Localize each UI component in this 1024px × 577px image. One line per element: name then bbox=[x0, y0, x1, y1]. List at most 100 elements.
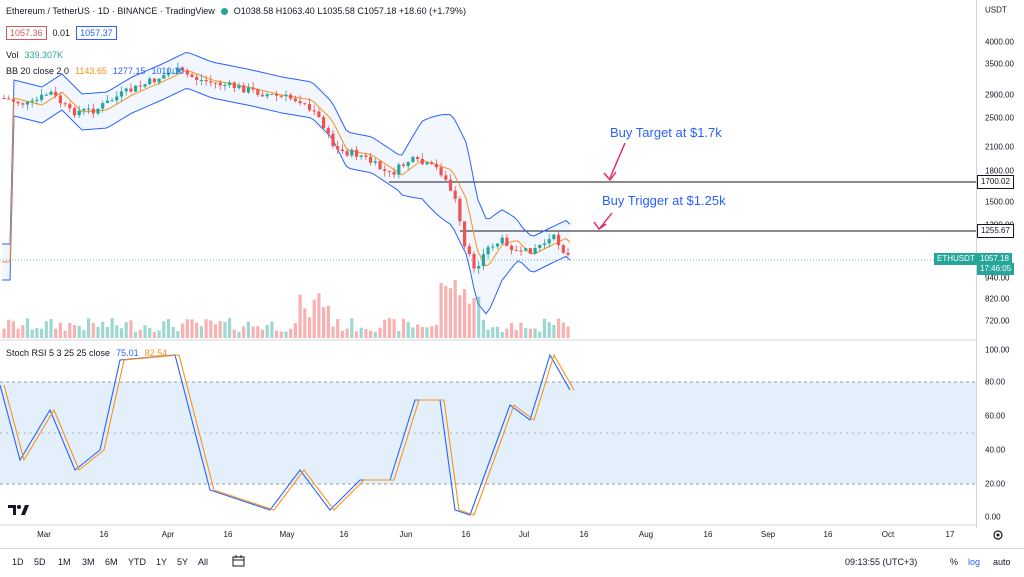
candle bbox=[218, 82, 222, 86]
auto-toggle[interactable]: auto bbox=[993, 557, 1011, 567]
timeframe-all[interactable]: All bbox=[198, 557, 209, 567]
volume-bar bbox=[209, 320, 213, 338]
candle bbox=[209, 81, 213, 83]
candle bbox=[491, 246, 495, 248]
bb-legend[interactable]: BB 20 close 2 0 1143.65 1277.15 1010.16 bbox=[6, 66, 184, 76]
volume-legend[interactable]: Vol 339.307K bbox=[6, 50, 63, 60]
price-label: 2900.00 bbox=[985, 90, 1014, 100]
stoch-legend[interactable]: Stoch RSI 5 3 25 25 close 75.01 82.54 bbox=[6, 348, 167, 358]
price-axis[interactable]: USDT 4000.00 3500.00 2900.00 2500.00 210… bbox=[976, 0, 1024, 528]
volume-bar bbox=[105, 326, 109, 338]
gear-icon[interactable] bbox=[991, 528, 1005, 547]
stoch-label-tick: 100.00 bbox=[985, 345, 1010, 355]
candle bbox=[49, 91, 53, 95]
candle bbox=[557, 234, 561, 246]
volume-bar bbox=[514, 330, 518, 338]
candle bbox=[195, 77, 199, 80]
candle bbox=[411, 157, 415, 163]
volume-bar bbox=[82, 330, 86, 338]
timeframe-6m[interactable]: 6M bbox=[105, 557, 118, 567]
time-label: May bbox=[279, 530, 295, 539]
volume-bar bbox=[7, 319, 11, 338]
timeframe-5d[interactable]: 5D bbox=[34, 557, 46, 567]
timeframe-3m[interactable]: 3M bbox=[82, 557, 95, 567]
candle bbox=[30, 100, 34, 102]
volume-bar bbox=[218, 321, 222, 338]
price-label: 720.00 bbox=[985, 316, 1010, 326]
candle bbox=[322, 117, 326, 129]
volume-bar bbox=[25, 318, 30, 338]
volume-bar bbox=[458, 295, 462, 338]
volume-bar bbox=[326, 305, 330, 338]
volume-bar bbox=[495, 326, 500, 338]
percent-toggle[interactable]: % bbox=[950, 557, 959, 567]
volume-bar bbox=[77, 325, 81, 338]
candle bbox=[448, 179, 453, 191]
candle bbox=[25, 101, 30, 105]
candle bbox=[11, 99, 15, 102]
buy-button[interactable]: 1057.37 bbox=[76, 26, 117, 40]
candle bbox=[298, 101, 302, 104]
candle bbox=[185, 70, 189, 75]
volume-bar bbox=[49, 319, 53, 338]
volume-bar bbox=[453, 280, 457, 338]
sell-button[interactable]: 1057.36 bbox=[6, 26, 47, 40]
volume-bar bbox=[223, 321, 227, 338]
bb-label: BB 20 close 2 0 bbox=[6, 66, 70, 76]
candle bbox=[228, 82, 232, 85]
volume-bar bbox=[307, 317, 312, 338]
volume-bar bbox=[542, 318, 547, 338]
candle bbox=[458, 198, 462, 222]
timeframe-1d[interactable]: 1D bbox=[12, 557, 24, 567]
volume-bar bbox=[312, 299, 316, 338]
candle bbox=[101, 103, 105, 109]
volume-bar bbox=[547, 322, 551, 338]
candle bbox=[528, 248, 532, 254]
calendar-range-icon[interactable] bbox=[232, 554, 246, 570]
timeframe-ytd[interactable]: YTD bbox=[128, 557, 146, 567]
candle bbox=[326, 128, 330, 134]
volume-bar bbox=[340, 330, 344, 338]
volume-bar bbox=[420, 327, 424, 338]
candle bbox=[40, 94, 44, 100]
candle bbox=[561, 245, 565, 253]
volume-bar bbox=[11, 321, 15, 338]
volume-bar bbox=[101, 321, 105, 338]
ohlc-values: O1038.58 H1063.40 L1035.58 C1057.18 +18.… bbox=[233, 6, 466, 16]
tradingview-logo-icon bbox=[8, 505, 29, 515]
time-label: Oct bbox=[881, 530, 895, 539]
buy-target-annotation[interactable]: Buy Target at $1.7k bbox=[610, 125, 722, 140]
candle bbox=[289, 94, 293, 99]
candle bbox=[392, 171, 396, 175]
volume-bar bbox=[176, 331, 180, 338]
volume-bar bbox=[143, 325, 147, 338]
volume-bar bbox=[528, 328, 532, 338]
volume-bar bbox=[185, 319, 189, 338]
candle bbox=[77, 110, 81, 116]
volume-bar bbox=[472, 297, 476, 338]
timeframe-5y[interactable]: 5Y bbox=[177, 557, 189, 567]
volume-bar bbox=[166, 318, 171, 338]
volume-bar bbox=[289, 328, 293, 338]
volume-bar bbox=[336, 319, 340, 338]
log-toggle[interactable]: log bbox=[968, 557, 981, 567]
price-label: 3500.00 bbox=[985, 59, 1014, 69]
buy-trigger-annotation[interactable]: Buy Trigger at $1.25k bbox=[602, 193, 726, 208]
volume-bar bbox=[566, 326, 570, 338]
bb-basis-value: 1143.65 bbox=[75, 66, 107, 76]
candle bbox=[87, 108, 91, 110]
clock[interactable]: 09:13:55 (UTC+3) bbox=[845, 557, 918, 567]
symbol-legend[interactable]: Ethereum / TetherUS · 1D · BINANCE · Tra… bbox=[6, 6, 466, 16]
timeframe-1y[interactable]: 1Y bbox=[156, 557, 168, 567]
price-tag-1255: 1255.67 bbox=[977, 224, 1014, 238]
candle bbox=[495, 243, 500, 247]
volume-bar bbox=[434, 324, 438, 338]
bb-upper-value: 1277.15 bbox=[112, 66, 146, 76]
candle bbox=[91, 108, 95, 114]
timeframe-1m[interactable]: 1M bbox=[58, 557, 71, 567]
volume-bar bbox=[369, 330, 373, 338]
candle bbox=[143, 84, 147, 87]
volume-bar bbox=[148, 327, 152, 338]
volume-bar bbox=[251, 326, 255, 338]
